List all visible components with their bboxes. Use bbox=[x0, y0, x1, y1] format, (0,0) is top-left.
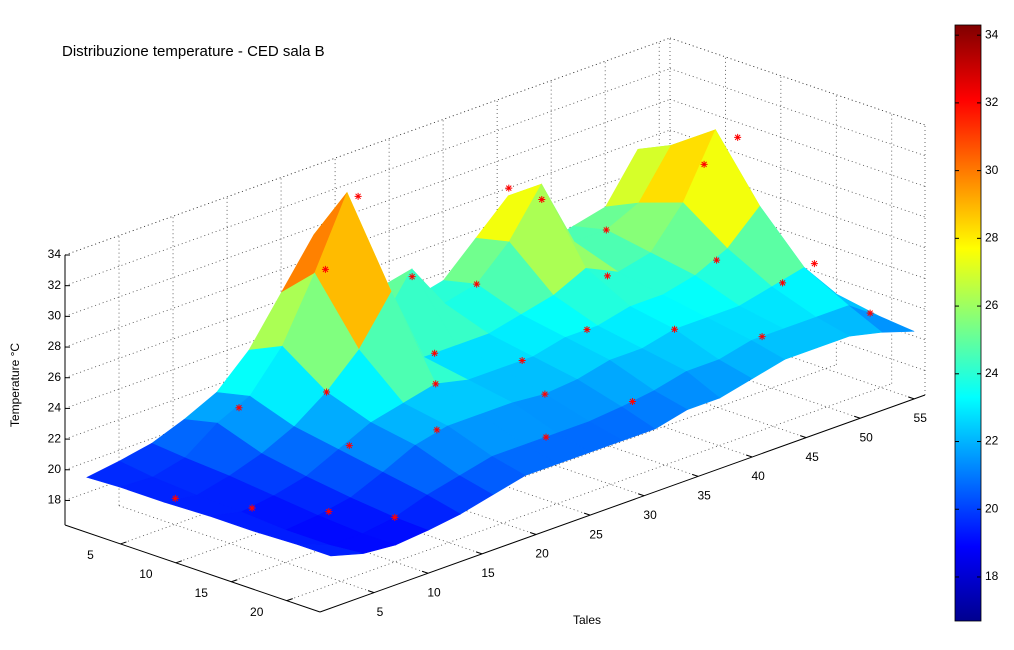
x-tick bbox=[367, 590, 375, 594]
x-axis-label: Tales bbox=[573, 613, 601, 627]
z-tick-label: 34 bbox=[48, 247, 62, 261]
sensor-point bbox=[583, 326, 591, 334]
sensor-point bbox=[431, 349, 439, 357]
grid-line bbox=[118, 505, 375, 594]
x-tick bbox=[637, 493, 645, 497]
colorbar-tick-label: 18 bbox=[985, 569, 999, 583]
x-tick-label: 50 bbox=[859, 430, 873, 444]
sensor-point bbox=[432, 380, 440, 388]
y-tick bbox=[286, 598, 293, 602]
x-tick-label: 35 bbox=[697, 489, 711, 503]
grid-line bbox=[669, 68, 926, 157]
x-tick-label: 10 bbox=[427, 585, 441, 599]
sensor-point bbox=[248, 504, 256, 512]
x-tick-label: 25 bbox=[589, 527, 603, 541]
sensor-point bbox=[758, 333, 766, 341]
sensor-point bbox=[810, 260, 818, 268]
x-tick-label: 5 bbox=[377, 605, 384, 619]
z-tick-label: 24 bbox=[48, 401, 62, 415]
x-tick-label: 55 bbox=[914, 411, 928, 425]
box-edge bbox=[669, 37, 926, 126]
sensor-point bbox=[505, 184, 513, 192]
x-tick-label: 20 bbox=[535, 547, 549, 561]
sensor-point bbox=[538, 195, 546, 203]
sensor-point bbox=[671, 325, 679, 333]
surface-patch bbox=[297, 544, 364, 557]
colorbar-tick-label: 26 bbox=[985, 298, 999, 312]
x-tick-label: 30 bbox=[643, 508, 657, 522]
y-tick-label: 15 bbox=[195, 586, 209, 600]
colorbar-tick-label: 32 bbox=[985, 95, 999, 109]
sensor-point bbox=[325, 508, 333, 516]
colorbar bbox=[954, 24, 982, 622]
x-tick bbox=[475, 551, 483, 555]
colorbar-tick-label: 28 bbox=[985, 231, 999, 245]
sensor-point bbox=[518, 357, 526, 365]
y-tick-label: 5 bbox=[87, 548, 94, 562]
y-tick bbox=[175, 560, 183, 564]
sensor-point bbox=[391, 513, 399, 521]
x-tick bbox=[691, 473, 699, 477]
sensor-point bbox=[734, 133, 742, 141]
sensor-point bbox=[628, 397, 636, 405]
z-axis-label: Temperature °C bbox=[8, 343, 22, 427]
sensor-point bbox=[433, 426, 441, 434]
z-tick-label: 22 bbox=[48, 431, 62, 445]
x-tick bbox=[529, 532, 537, 535]
grid-line bbox=[669, 98, 926, 187]
colorbar-tick-label: 20 bbox=[985, 501, 999, 515]
sensor-point bbox=[603, 272, 611, 280]
z-tick-label: 26 bbox=[48, 370, 62, 384]
z-tick-label: 18 bbox=[48, 493, 62, 507]
colorbar-tick-label: 22 bbox=[985, 434, 999, 448]
x-tick-label: 45 bbox=[805, 450, 819, 464]
sensor-point bbox=[541, 390, 549, 398]
sensor-point bbox=[321, 265, 329, 273]
colorbar-tick-label: 34 bbox=[985, 27, 999, 41]
sensor-point bbox=[235, 404, 243, 412]
sensor-point bbox=[602, 226, 610, 234]
sensor-point bbox=[700, 160, 708, 168]
x-tick bbox=[745, 454, 753, 458]
sensor-point bbox=[323, 388, 331, 396]
y-tick bbox=[231, 579, 238, 583]
y-tick bbox=[120, 541, 127, 545]
x-tick bbox=[800, 435, 807, 439]
y-tick-label: 10 bbox=[139, 567, 153, 581]
sensor-point bbox=[473, 280, 481, 288]
sensor-point bbox=[408, 273, 416, 281]
x-tick-label: 15 bbox=[481, 566, 495, 580]
x-tick bbox=[583, 512, 591, 516]
sensor-point bbox=[866, 309, 874, 317]
sensor-point bbox=[713, 256, 721, 264]
y-axis bbox=[64, 524, 321, 613]
colorbar-tick-label: 30 bbox=[985, 163, 999, 177]
sensor-point bbox=[345, 442, 353, 450]
z-tick-label: 30 bbox=[48, 309, 62, 323]
sensor-point bbox=[542, 433, 550, 441]
x-tick bbox=[854, 415, 861, 419]
z-tick-label: 32 bbox=[48, 278, 62, 292]
z-tick-label: 20 bbox=[48, 462, 62, 476]
z-tick-label: 28 bbox=[48, 339, 62, 353]
sensor-point bbox=[354, 192, 362, 200]
x-tick bbox=[421, 570, 429, 574]
x-axis bbox=[319, 394, 926, 613]
sensor-point bbox=[171, 494, 179, 502]
chart-title: Distribuzione temperature - CED sala B bbox=[62, 43, 325, 60]
y-tick-label: 20 bbox=[250, 605, 264, 619]
sensor-point bbox=[779, 279, 787, 287]
x-tick bbox=[908, 396, 915, 400]
x-tick-label: 40 bbox=[751, 469, 765, 483]
colorbar-tick-label: 24 bbox=[985, 366, 999, 380]
